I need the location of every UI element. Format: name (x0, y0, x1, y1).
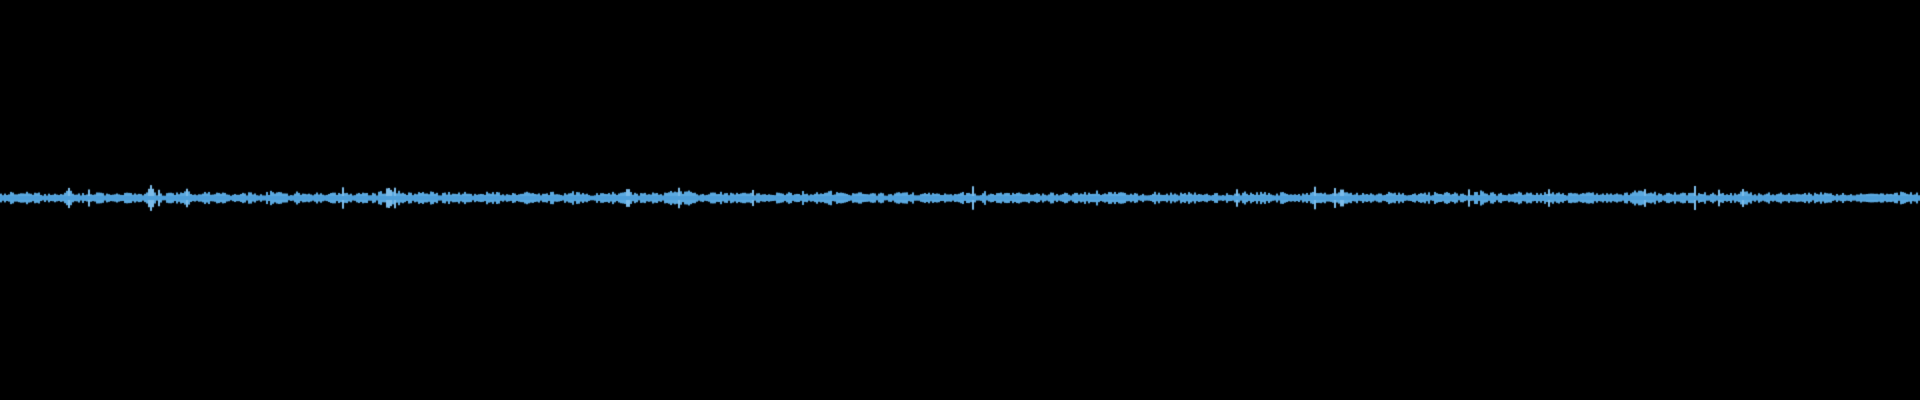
waveform-canvas[interactable] (0, 0, 1920, 400)
audio-waveform-viewer[interactable] (0, 0, 1920, 400)
